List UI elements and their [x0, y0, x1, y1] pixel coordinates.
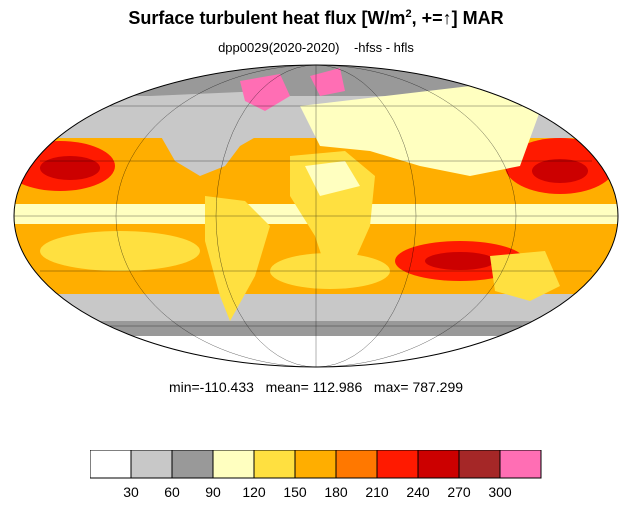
colorbar-tick-label: 60	[164, 484, 180, 500]
map-subtitle: dpp0029(2020-2020) -hfss - hfls	[218, 40, 414, 55]
colorbar-tick-label: 180	[324, 484, 348, 500]
pacific-hotspot-west-core	[40, 156, 100, 180]
colorbar-box-3	[212, 450, 255, 479]
sahara-core	[305, 161, 360, 196]
antarctica	[20, 336, 618, 367]
map-title: Surface turbulent heat flux [W/m2, +=↑] …	[128, 8, 504, 28]
colorbar-box-8	[417, 450, 460, 479]
colorbar-tick-label: 240	[406, 484, 430, 500]
colorbar-tick-label: 300	[488, 484, 512, 500]
colorbar-tick-label: 150	[283, 484, 307, 500]
stats-line: min=-110.433 mean= 112.986 max= 787.299	[168, 379, 464, 395]
colorbar-box-5	[294, 450, 337, 479]
pacific-hotspot-east-core	[532, 159, 588, 183]
colorbar-box-7	[376, 450, 419, 479]
colorbar-box-2	[171, 450, 214, 479]
colorbar-box-9	[458, 450, 501, 479]
colorbar-tick-label: 90	[205, 484, 221, 500]
north-america	[150, 91, 275, 176]
colorbar-box-4	[253, 450, 296, 479]
mollweide-map	[13, 64, 619, 368]
graticule	[14, 65, 618, 367]
colorbar-labels: 30 60 90 120 150 180 210 240 270 300	[0, 484, 632, 504]
eurasia	[300, 86, 540, 176]
map-outline	[13, 64, 619, 368]
indian-ocean-hotspot-core	[425, 252, 495, 270]
colorbar-tick-label: 210	[365, 484, 389, 500]
australia	[490, 251, 560, 301]
greenland	[240, 74, 290, 111]
south-pacific-warm	[40, 231, 200, 271]
south-america	[205, 196, 270, 321]
colorbar-tick-label: 120	[242, 484, 266, 500]
colorbar-tick-label: 270	[447, 484, 471, 500]
scandinavia	[310, 68, 345, 96]
colorbar-box-1	[130, 450, 173, 479]
colorbar-box-6	[335, 450, 378, 479]
colorbar-tick-label: 30	[123, 484, 139, 500]
colorbar-box-0	[90, 450, 132, 479]
colorbar	[90, 450, 542, 479]
colorbar-box-10	[499, 450, 542, 479]
